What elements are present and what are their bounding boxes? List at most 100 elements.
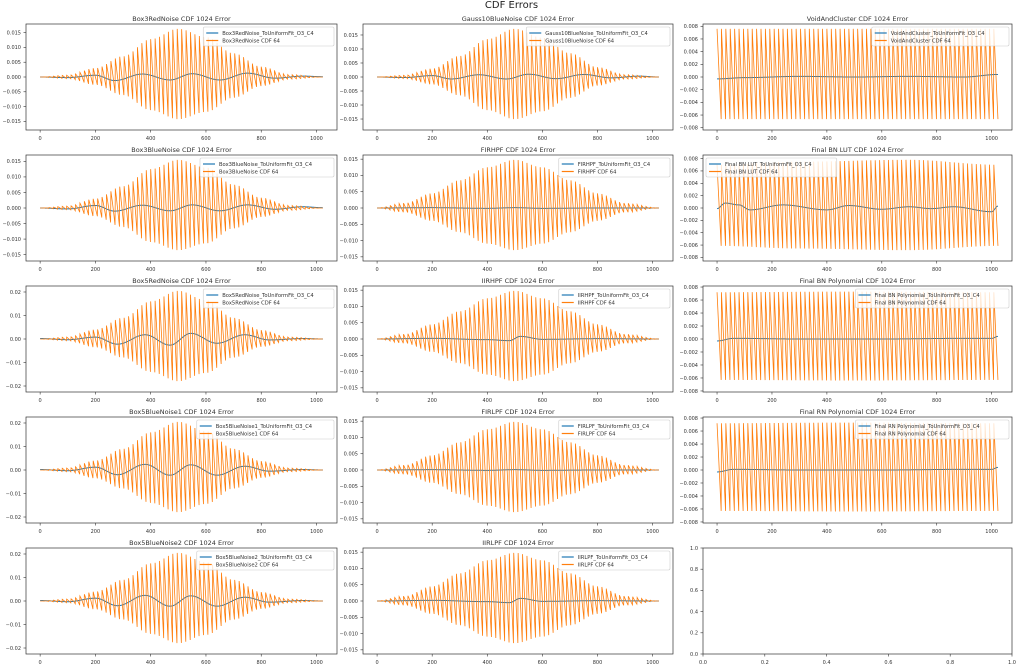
cdf-series-line — [716, 28, 999, 120]
cdf-series-line — [40, 290, 323, 382]
x-tick-label: 400 — [483, 398, 493, 404]
x-tick-label: 800 — [932, 267, 942, 273]
y-tick-label: 0.004 — [684, 49, 698, 55]
y-tick-label: −0.006 — [679, 376, 698, 382]
legend-label: Final BN Polynomial CDF 64 — [875, 301, 947, 307]
y-tick-label: 0.010 — [344, 566, 358, 572]
y-tick-label: 0.015 — [344, 419, 358, 425]
legend-label: Box5RedNoise CDF 64 — [222, 301, 280, 307]
y-tick-label: 0.000 — [344, 337, 358, 343]
y-tick-label: −0.015 — [339, 255, 358, 261]
x-tick-label: 600 — [538, 660, 548, 666]
subplot-title: Box3BlueNoise CDF 1024 Error — [131, 146, 232, 154]
x-tick-label: 400 — [146, 660, 156, 666]
y-tick-label: 0.000 — [344, 75, 358, 81]
x-tick-label: 200 — [427, 398, 437, 404]
y-tick-label: 0.010 — [7, 45, 21, 51]
x-tick-label: 800 — [593, 398, 603, 404]
subplot-title: Gauss10BlueNoise CDF 1024 Error — [462, 15, 575, 23]
y-tick-label: 0.010 — [344, 47, 358, 53]
legend-box — [558, 288, 671, 309]
y-tick-label: −0.015 — [2, 252, 21, 258]
y-tick-label: −0.005 — [339, 484, 358, 490]
x-tick-label: 0 — [39, 136, 42, 142]
cdf-series-line — [377, 552, 659, 644]
x-tick-label: 1000 — [310, 529, 323, 535]
legend-label: Final BN LUT_ToUniformFit_O3_C4 — [725, 162, 812, 168]
legend-box — [202, 288, 335, 309]
x-tick-label: 800 — [932, 136, 942, 142]
subplot-title: Box3RedNoise CDF 1024 Error — [132, 15, 231, 23]
x-tick-label: 600 — [538, 529, 548, 535]
x-tick-label: 200 — [91, 398, 101, 404]
cdf-series-line — [377, 28, 659, 120]
subplot-title: Box5RedNoise CDF 1024 Error — [132, 277, 231, 285]
legend-label: Box3BlueNoise CDF 64 — [219, 170, 279, 176]
x-tick-label: 600 — [201, 398, 211, 404]
x-tick-label: 600 — [877, 529, 887, 535]
x-tick-label: 200 — [427, 267, 437, 273]
subplot-title: VoidAndCluster CDF 1024 Error — [807, 15, 909, 23]
x-tick-label: 400 — [822, 267, 832, 273]
y-tick-label: −0.015 — [339, 117, 358, 123]
x-tick-label: 0 — [715, 136, 718, 142]
x-tick-label: 600 — [538, 267, 548, 273]
y-tick-label: −0.010 — [2, 237, 21, 243]
y-tick-label: 0.01 — [10, 575, 21, 581]
x-tick-label: 1000 — [985, 267, 998, 273]
x-tick-label: 0 — [715, 267, 718, 273]
legend-label: FIRLPF CDF 64 — [578, 432, 616, 438]
x-tick-label: 800 — [256, 267, 266, 273]
y-tick-label: 0.005 — [7, 60, 21, 66]
y-tick-label: −0.02 — [6, 515, 21, 521]
legend-label: Box5BlueNoise2_ToUniformFit_O3_C4 — [216, 555, 313, 561]
y-tick-label: 0.000 — [344, 206, 358, 212]
y-tick-label: −0.004 — [679, 363, 698, 369]
y-tick-label: 0.010 — [344, 435, 358, 441]
y-tick-label: 0.000 — [684, 75, 698, 81]
legend-label: Final BN LUT CDF 64 — [725, 170, 778, 176]
y-tick-label: 0.02 — [10, 290, 21, 296]
y-tick-label: 0.002 — [684, 455, 698, 461]
cdf-series-line — [716, 291, 999, 381]
subplot-title: Final BN Polynomial CDF 1024 Error — [800, 277, 916, 285]
y-tick-label: 0.000 — [344, 599, 358, 605]
x-tick-label: 1000 — [646, 660, 659, 666]
legend-label: Final RN Polynomial CDF 64 — [875, 432, 947, 438]
y-tick-label: 0.006 — [684, 37, 698, 43]
x-tick-label: 400 — [146, 529, 156, 535]
y-tick-label: −0.02 — [6, 646, 21, 652]
y-tick-label: −0.006 — [679, 507, 698, 513]
x-tick-label: 800 — [256, 136, 266, 142]
x-tick-label: 0.0 — [699, 660, 707, 666]
y-tick-label: 0.008 — [684, 285, 698, 291]
y-tick-label: 0.002 — [684, 62, 698, 68]
y-tick-label: −0.010 — [339, 631, 358, 637]
x-tick-label: 800 — [256, 529, 266, 535]
x-tick-label: 0 — [39, 529, 42, 535]
x-tick-label: 1000 — [985, 529, 998, 535]
cdf-series-line — [716, 422, 999, 512]
subplot-title: Final RN Polynomial CDF 1024 Error — [800, 408, 916, 416]
y-tick-label: −0.002 — [679, 481, 698, 487]
x-tick-label: 400 — [822, 398, 832, 404]
legend-label: Box3RedNoise CDF 64 — [222, 39, 280, 45]
cdf-series-line — [716, 159, 999, 251]
legend-label: IIRLPF CDF 64 — [578, 563, 615, 569]
y-tick-label: 0.2 — [690, 631, 698, 637]
cdf-series-line — [40, 159, 323, 251]
x-tick-label: 800 — [593, 529, 603, 535]
y-tick-label: 0.015 — [344, 33, 358, 39]
x-tick-label: 400 — [146, 398, 156, 404]
y-tick-label: −0.010 — [339, 500, 358, 506]
y-tick-label: −0.005 — [2, 221, 21, 227]
legend-label: Gauss10BlueNoise_ToUniformFit_O3_C4 — [545, 31, 648, 37]
cdf-series-line — [40, 28, 323, 120]
x-tick-label: 400 — [822, 136, 832, 142]
x-tick-label: 1000 — [310, 398, 323, 404]
